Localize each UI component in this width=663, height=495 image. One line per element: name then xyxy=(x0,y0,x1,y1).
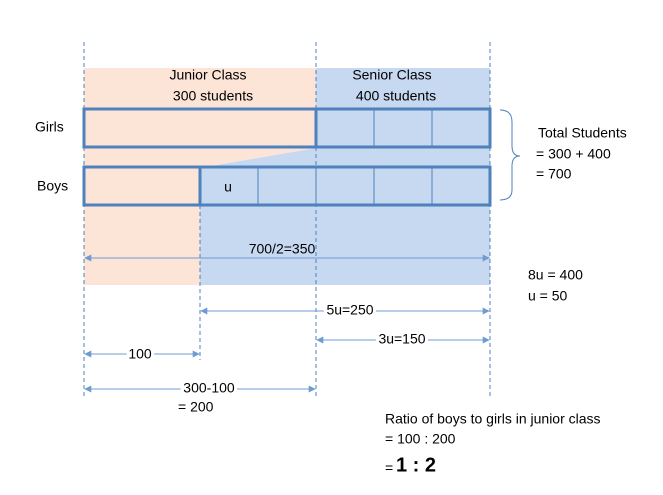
guide-lines xyxy=(83,42,491,396)
measure: 3u=150 xyxy=(378,331,425,347)
unit-label: u xyxy=(224,179,232,195)
ratio-line: = 100 : 200 xyxy=(385,431,456,447)
total-line: = 700 xyxy=(536,166,572,182)
measure: 5u=250 xyxy=(326,302,373,318)
girls-bar xyxy=(82,107,492,149)
label: Senior Class xyxy=(352,67,431,83)
measure: 700/2=350 xyxy=(249,241,316,257)
ratio-result: 1 : 2 xyxy=(396,454,436,476)
row-label: Boys xyxy=(37,178,68,194)
measure: 300-100 xyxy=(183,380,235,396)
measure: = 200 xyxy=(178,399,214,415)
label: 300 students xyxy=(173,88,253,104)
label: Junior Class xyxy=(169,67,246,83)
ratio-line: Ratio of boys to girls in junior class xyxy=(385,411,601,427)
boys-bar xyxy=(82,165,492,207)
unit-calc: u = 50 xyxy=(528,288,568,304)
brace xyxy=(499,109,521,201)
unit-calc: 8u = 400 xyxy=(528,267,583,283)
total-line: = 300 + 400 xyxy=(536,146,611,162)
label: 400 students xyxy=(356,88,436,104)
total-line: Total Students xyxy=(538,125,627,141)
measure: 100 xyxy=(128,346,152,362)
senior-region xyxy=(200,68,490,285)
ratio-eq: = xyxy=(385,460,393,476)
row-label: Girls xyxy=(35,119,64,135)
